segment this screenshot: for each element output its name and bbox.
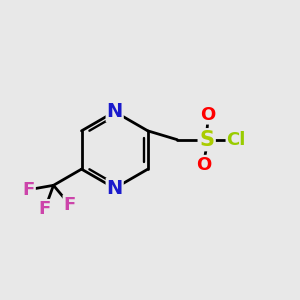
Text: N: N [106, 179, 123, 198]
Text: O: O [201, 106, 216, 124]
Text: O: O [196, 156, 212, 174]
Text: F: F [39, 200, 51, 218]
Text: Cl: Cl [226, 131, 246, 149]
Text: N: N [106, 102, 123, 121]
Text: S: S [199, 130, 214, 150]
Text: F: F [63, 196, 76, 214]
Text: F: F [23, 181, 35, 199]
